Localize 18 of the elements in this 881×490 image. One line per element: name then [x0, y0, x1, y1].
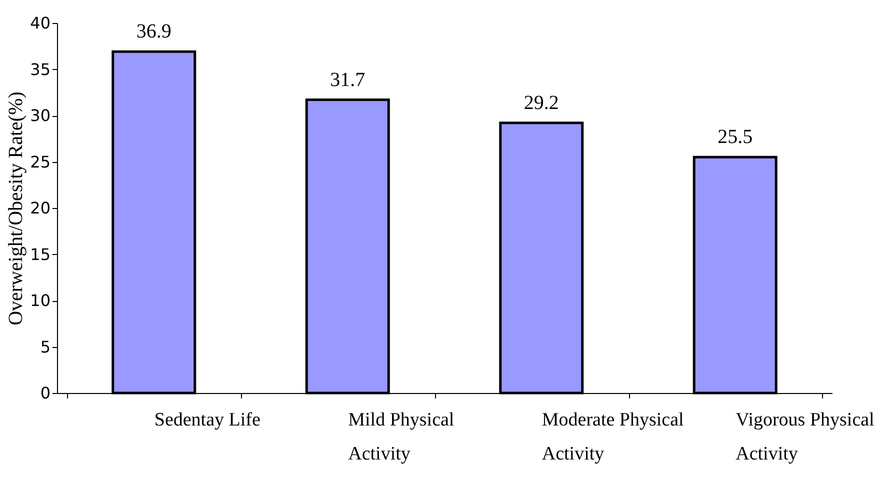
data-label: 29.2: [524, 92, 559, 114]
y-tick-label: 5: [40, 337, 50, 356]
y-tick-label: 20: [30, 198, 50, 218]
y-tick-label: 25: [30, 152, 50, 172]
y-tick-label: 35: [30, 60, 50, 79]
x-tick-label: Mild Physical Activity: [348, 410, 454, 464]
y-tick-label: 10: [30, 291, 50, 310]
data-label: 31.7: [330, 68, 366, 91]
x-tick-label: Moderate Physical Activity: [542, 410, 684, 464]
y-tick-label: 0: [40, 384, 50, 402]
x-tick-label: Vigorous Physical Activity: [736, 410, 874, 464]
data-label: 36.9: [136, 20, 172, 43]
y-tick-label: 15: [30, 244, 50, 264]
x-tick-label: Sedentay Life: [154, 410, 260, 430]
y-tick-label: 40: [30, 14, 50, 32]
y-tick-label: 30: [30, 106, 50, 125]
y-axis-title: Overweight/Obesity Rate(%): [5, 92, 28, 326]
data-label: 25.5: [718, 126, 753, 148]
